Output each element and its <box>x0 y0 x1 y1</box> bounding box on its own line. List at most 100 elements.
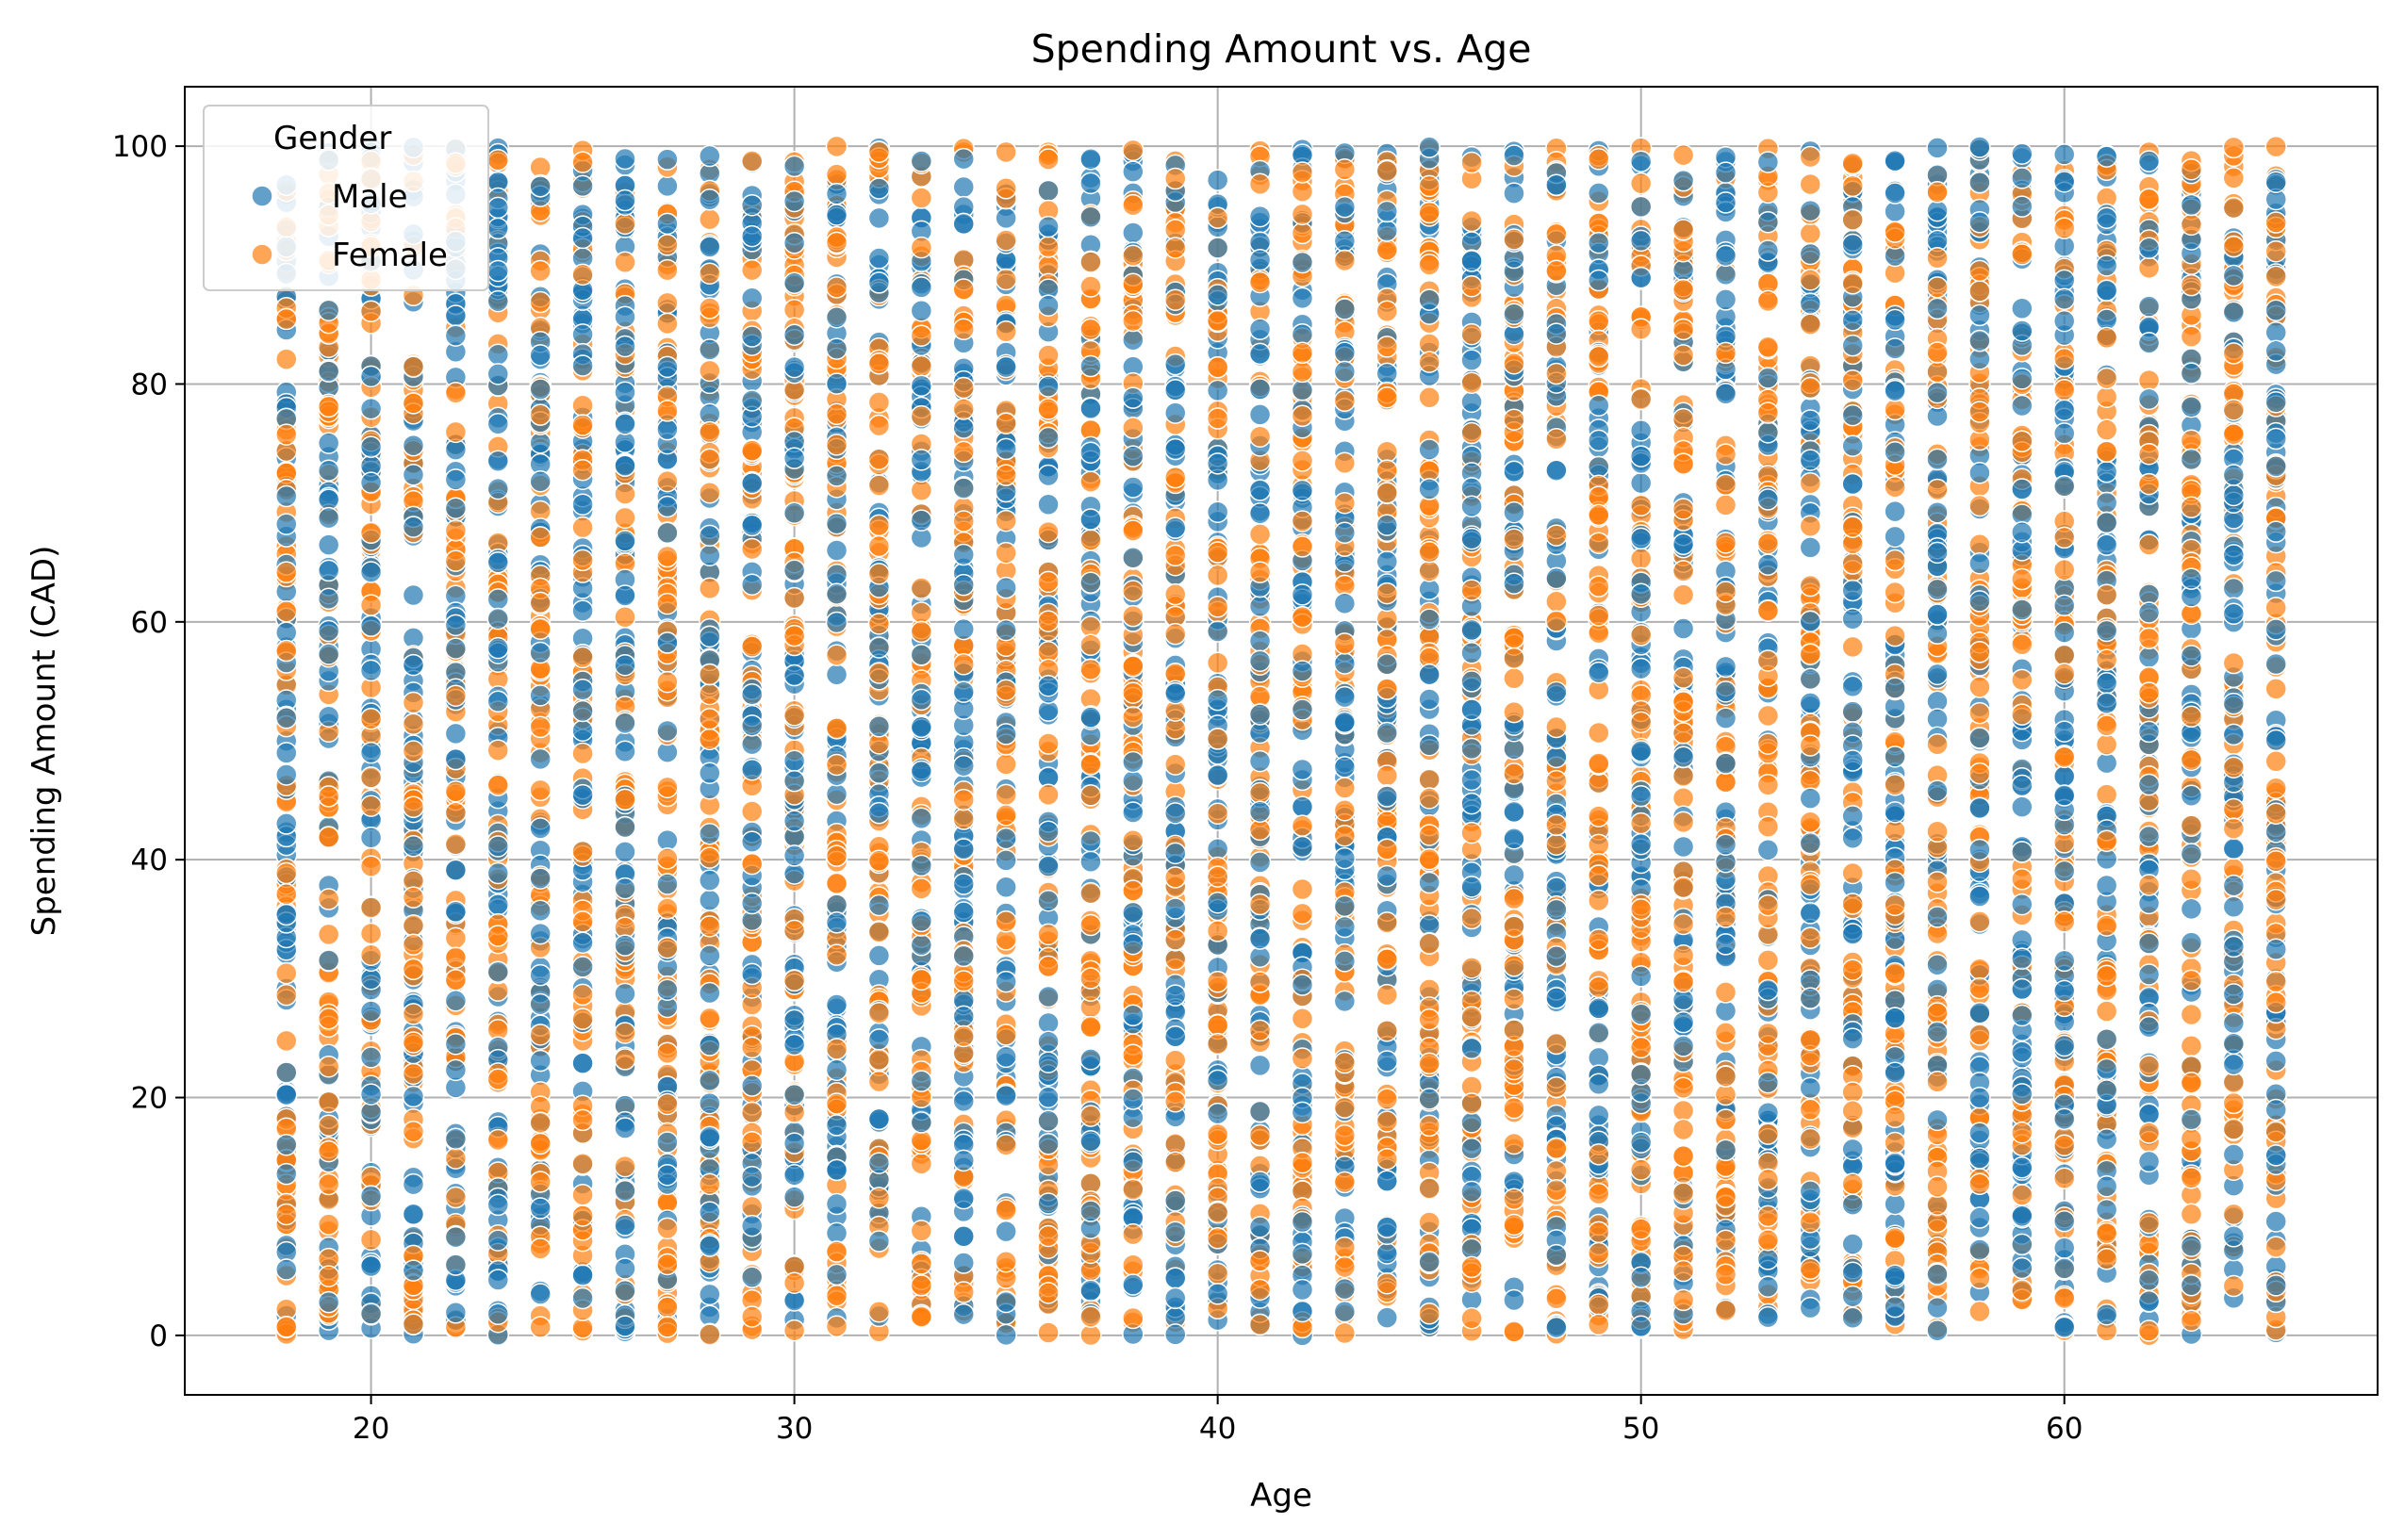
data-point-female <box>867 352 891 375</box>
data-point-male <box>1418 608 1441 631</box>
data-point-female <box>1503 666 1525 690</box>
data-point-female <box>740 800 764 823</box>
data-point-female <box>1460 322 1483 346</box>
data-point-male <box>1629 582 1653 605</box>
data-point-male <box>825 582 848 605</box>
data-point-female <box>825 276 848 299</box>
data-point-male <box>1375 1170 1399 1192</box>
data-point-female <box>275 307 298 331</box>
data-point-male <box>1248 721 1272 745</box>
data-point-male <box>1333 756 1357 778</box>
data-point-male <box>1503 827 1525 850</box>
data-point-male <box>402 583 425 607</box>
data-point-female <box>656 1253 679 1276</box>
data-point-male <box>1545 459 1568 483</box>
data-point-male <box>1122 932 1144 956</box>
data-point-male <box>1333 685 1357 709</box>
data-point-male <box>1122 445 1144 467</box>
data-point-female <box>529 1316 552 1338</box>
data-point-female <box>952 440 975 464</box>
data-point-female <box>1375 838 1399 860</box>
data-point-male <box>486 217 510 240</box>
data-point-male <box>699 544 721 566</box>
data-point-male <box>699 1125 721 1148</box>
data-point-male <box>867 271 891 294</box>
data-point-female <box>359 594 383 616</box>
data-point-male <box>1629 471 1653 495</box>
data-point-female <box>656 897 679 920</box>
data-point-female <box>1333 798 1357 822</box>
data-point-male <box>1291 1242 1314 1266</box>
data-point-female <box>1418 254 1441 276</box>
data-point-male <box>317 459 340 482</box>
data-point-male <box>1545 1316 1568 1339</box>
data-point-male <box>1545 987 1568 1009</box>
data-point-male <box>1248 1171 1272 1193</box>
data-point-female <box>1375 1088 1399 1110</box>
data-point-male <box>317 705 340 728</box>
data-point-female <box>1418 1211 1441 1234</box>
data-point-male <box>952 477 975 500</box>
data-point-male <box>275 903 298 926</box>
data-point-male <box>614 1179 636 1203</box>
data-point-male <box>614 335 636 358</box>
data-point-female <box>699 663 721 686</box>
data-point-female <box>1291 341 1314 365</box>
data-point-female <box>1503 1188 1525 1211</box>
data-point-female <box>656 291 679 315</box>
data-point-male <box>995 355 1017 379</box>
data-point-female <box>995 320 1017 343</box>
data-point-male <box>1206 452 1229 475</box>
data-point-female <box>1163 1049 1187 1072</box>
data-point-male <box>1248 851 1272 874</box>
data-point-male <box>614 1117 636 1139</box>
data-point-male <box>486 636 510 660</box>
data-point-female <box>740 258 764 282</box>
data-point-female <box>825 1284 848 1307</box>
data-point-female <box>1291 1151 1314 1174</box>
data-point-male <box>995 827 1017 850</box>
data-point-female <box>1291 450 1314 472</box>
data-point-female <box>359 766 383 789</box>
data-point-male <box>1079 571 1102 594</box>
data-point-male <box>1375 220 1399 242</box>
data-point-male <box>1375 550 1399 573</box>
data-point-female <box>699 1323 721 1346</box>
data-point-male <box>825 1158 848 1182</box>
data-point-male <box>1163 1221 1187 1243</box>
data-point-female <box>1588 1241 1610 1265</box>
data-point-male <box>782 447 806 469</box>
data-point-female <box>486 149 510 172</box>
data-point-female <box>1122 139 1144 162</box>
data-point-male <box>995 618 1017 642</box>
data-point-male <box>952 175 975 199</box>
data-point-female <box>1418 1052 1441 1075</box>
data-point-male <box>614 1257 636 1280</box>
data-point-female <box>529 778 552 802</box>
data-point-female <box>1375 911 1399 934</box>
data-point-male <box>699 1034 721 1057</box>
data-point-male <box>1206 237 1229 259</box>
data-point-female <box>1375 678 1399 700</box>
data-point-female <box>952 653 975 676</box>
data-point-female <box>952 278 975 301</box>
data-point-male <box>1629 784 1653 808</box>
data-point-female <box>867 1187 891 1209</box>
data-point-female <box>952 318 975 341</box>
data-point-male <box>1037 985 1060 1008</box>
data-point-female <box>995 1250 1017 1273</box>
data-point-female <box>486 925 510 947</box>
data-point-male <box>1333 711 1357 733</box>
data-point-male <box>1460 792 1483 815</box>
data-point-male <box>1037 674 1060 697</box>
data-point-female <box>1079 251 1102 273</box>
data-point-female <box>275 861 298 885</box>
data-point-female <box>571 394 594 418</box>
data-point-male <box>1079 850 1102 873</box>
data-point-male <box>1460 670 1483 693</box>
data-point-male <box>825 539 848 562</box>
data-point-male <box>699 944 721 967</box>
data-point-male <box>317 506 340 530</box>
data-point-male <box>275 1258 298 1281</box>
data-point-female <box>1375 336 1399 358</box>
